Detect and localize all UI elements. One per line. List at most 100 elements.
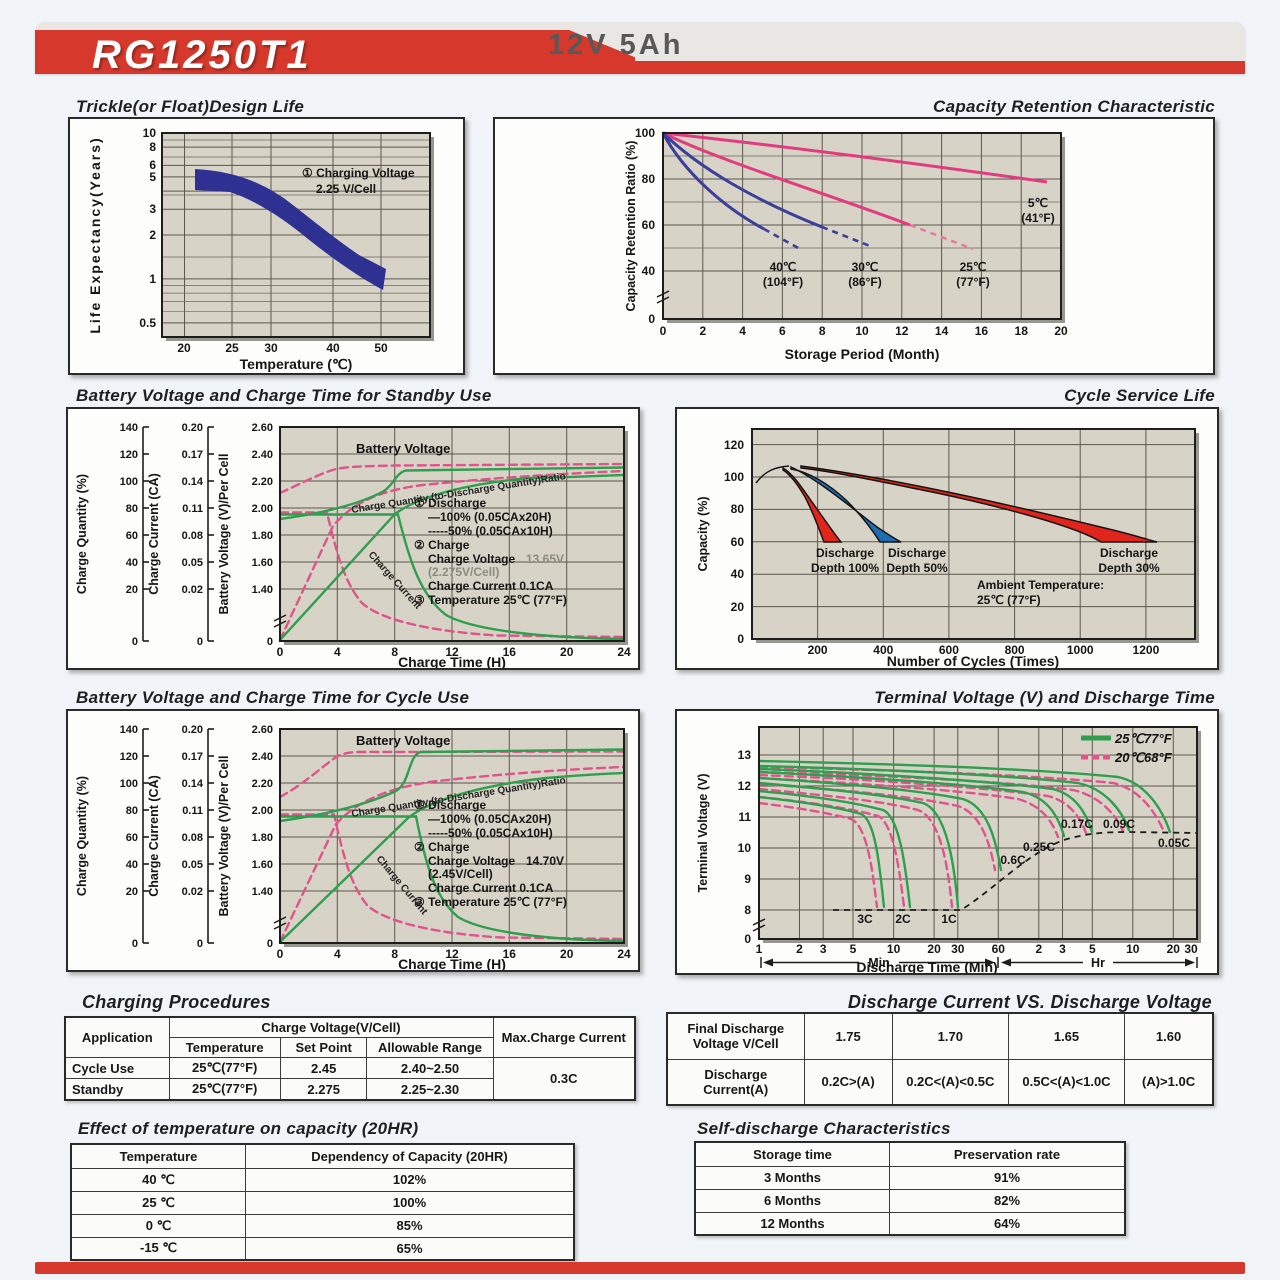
col-temperature: Temperature: [168, 1037, 281, 1058]
section-title-cycle-use: Battery Voltage and Charge Time for Cycl…: [76, 688, 470, 707]
xtick: 200: [808, 643, 828, 657]
retention-curves: [661, 131, 1048, 251]
cell-set-point: 2.275: [279, 1078, 368, 1101]
section-title-cycle-life: Cycle Service Life: [1064, 386, 1215, 405]
v-tick: 2.20: [252, 476, 273, 488]
c-tick: 0.14: [182, 476, 204, 488]
xtick: 16: [975, 324, 989, 338]
v-tick: 2.20: [252, 778, 273, 790]
charge-curves: [278, 748, 626, 944]
xtick: 1200: [1133, 643, 1160, 657]
cell-storage: 6 Months: [694, 1188, 890, 1213]
plot-border: [758, 726, 1198, 940]
c-tick: 0.02: [182, 584, 203, 596]
discharge-voltage-table: Final Discharge Voltage V/Cell 1.75 1.70…: [666, 1012, 1214, 1106]
xtick: 25: [225, 341, 239, 355]
xtick: 16: [503, 645, 517, 659]
curve-40c-dashed: [763, 227, 801, 251]
xtick: 600: [939, 643, 959, 657]
cell-range: 2.40~2.50: [366, 1057, 494, 1079]
xtick: 3: [1059, 942, 1066, 956]
rate-025c: 0.25C: [1023, 840, 1055, 854]
y-axis-label: Capacity Retention Ratio (%): [624, 141, 638, 312]
cell-capacity: 100%: [245, 1190, 575, 1215]
current-50-curve: [278, 813, 626, 941]
table-row: 3 Months 91%: [694, 1165, 1126, 1190]
col-preservation-rate: Preservation rate: [889, 1141, 1126, 1167]
y-tick-labels: 10 8 6 5 3 2 1 0.5: [139, 126, 156, 330]
xtick: 30: [951, 942, 965, 956]
ytick: 60: [642, 218, 656, 232]
xtick: 12: [445, 645, 459, 659]
x-axis-label: Charge Time (H): [398, 654, 506, 668]
table-row: 25 ℃ 100%: [70, 1190, 575, 1215]
cycle-use-chart-svg: Battery Voltage Charge Quantity (to-Disc…: [75, 724, 631, 970]
design-life-band: [195, 169, 386, 290]
v-tick: 1.80: [252, 832, 273, 844]
standby-chart-svg: Battery Voltage Charge Quantity (to-Disc…: [75, 422, 631, 668]
cell-voltage: 1.60: [1124, 1012, 1214, 1060]
battery-voltage-label: Battery Voltage: [356, 441, 450, 456]
note-charge: ② Charge: [414, 538, 470, 552]
ytick: 0: [648, 312, 655, 326]
label-30c-f: (86°F): [848, 275, 881, 289]
ytick: 0: [737, 632, 744, 646]
trickle-chart-svg: 10 8 6 5 3 2 1 0.5 20 25 30 40 50 Temper…: [87, 126, 434, 372]
table-row: Application Charge Voltage(V/Cell) Max.C…: [64, 1016, 636, 1058]
curve-017c-25c: [757, 767, 1094, 834]
cell-temp: 25 ℃: [70, 1190, 246, 1215]
c-tick: 0.05: [182, 859, 203, 871]
terminal-chart-svg: 25℃77°F 20℃68°F 3C 2C 1C 0.6C 0.25C 0.17…: [696, 726, 1201, 973]
c-tick: 0.02: [182, 886, 203, 898]
plot-border: [279, 426, 625, 642]
ytick: 2: [149, 228, 156, 242]
cell-storage: 3 Months: [694, 1165, 890, 1190]
cell-set-point: 2.45: [279, 1057, 368, 1079]
label-5c: 5℃: [1028, 196, 1048, 210]
rate-06c: 0.6C: [1000, 853, 1026, 867]
v-tick: 2.40: [252, 751, 273, 763]
cell-storage: 12 Months: [694, 1211, 890, 1236]
ytick: 10: [143, 126, 157, 140]
label-ambient-l2: 25℃ (77°F): [977, 593, 1041, 607]
note-charge-voltage-value: 13.65V: [526, 552, 564, 566]
cell-max-current: 0.3C: [492, 1057, 636, 1101]
section-title-discharge: Discharge Current VS. Discharge Voltage: [847, 992, 1212, 1012]
band-depth-30: [800, 465, 1158, 543]
table-row: 40 ℃ 102%: [70, 1167, 575, 1192]
axis1-label: Charge Quantity (%): [75, 474, 89, 594]
axis-voltage: 2.60 2.40 2.20 2.00 1.80 1.60 1.40 0 Bat…: [217, 422, 273, 648]
header-red-banner: [35, 30, 635, 74]
cell-voltage: 1.75: [803, 1012, 893, 1060]
quantity-100-curve: [278, 771, 626, 944]
charge-curves: [278, 462, 626, 642]
self-discharge-table: Storage time Preservation rate 3 Months …: [694, 1141, 1126, 1236]
q-tick: 40: [126, 859, 138, 871]
xtick: 24: [617, 947, 631, 961]
x-tick-labels: 0 4 8 12 16 20 24: [277, 947, 631, 961]
label-30c: 30℃: [852, 260, 879, 274]
label-40c: 40℃: [770, 260, 797, 274]
axis-break: [752, 918, 766, 932]
label-depth30-l2: Depth 30%: [1098, 561, 1160, 575]
common-hump-curve: [755, 465, 790, 484]
v-tick: 1.40: [252, 886, 273, 898]
q-tick: 120: [120, 449, 138, 461]
row-label-discharge-current: Discharge Current(A): [666, 1058, 805, 1106]
x-tick-labels: 0 4 8 12 16 20 24: [277, 645, 631, 659]
axis-current: 0.20 0.17 0.14 0.11 0.08 0.05 0.02 0 Cha…: [147, 422, 214, 648]
x-tick-labels: 0 2 4 6 8 10 12 14 16 18 20: [660, 324, 1068, 338]
chart-terminal-voltage: 25℃77°F 20℃68°F 3C 2C 1C 0.6C 0.25C 0.17…: [675, 709, 1219, 975]
x-axis-label: Number of Cycles (Times): [887, 653, 1059, 668]
q-tick: 100: [120, 778, 138, 790]
curve-30c: [661, 131, 823, 229]
cell-temp: -15 ℃: [70, 1236, 246, 1261]
plot-border: [662, 132, 1062, 320]
quantity-50-curve: [278, 469, 626, 642]
cell-rate: 64%: [889, 1211, 1126, 1236]
c-tick: 0.17: [182, 449, 203, 461]
ytick: 120: [724, 438, 744, 452]
cell-current: 0.5C<(A)<1.0C: [1007, 1058, 1126, 1106]
col-dependency: Dependency of Capacity (20HR): [245, 1143, 575, 1169]
col-storage-time: Storage time: [694, 1141, 890, 1167]
